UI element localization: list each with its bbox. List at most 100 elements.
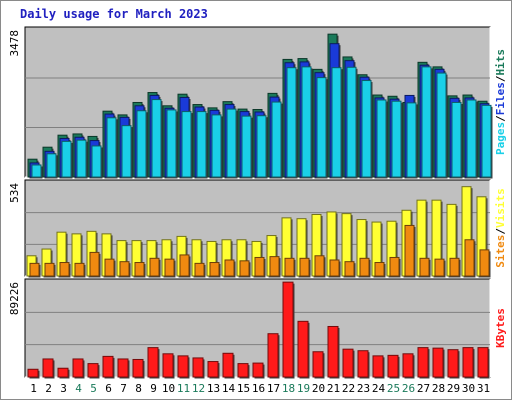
bar-sites xyxy=(299,257,310,277)
x-tick-label: 31 xyxy=(477,382,490,395)
bar-sites xyxy=(209,262,220,277)
x-tick-label: 13 xyxy=(207,382,220,395)
bar-sites xyxy=(164,258,175,277)
ymax-label: 89226 xyxy=(8,282,21,315)
legend-item: / xyxy=(494,75,507,82)
legend-item: Sites xyxy=(494,235,507,268)
bar-pages xyxy=(361,80,372,178)
bar-sites xyxy=(59,262,70,277)
x-tick-label: 16 xyxy=(252,382,265,395)
bar-kbytes xyxy=(342,348,354,378)
bar-kbytes xyxy=(87,363,99,378)
x-tick-label: 8 xyxy=(135,382,142,395)
bar-sites xyxy=(374,262,385,277)
bar-sites xyxy=(254,256,265,277)
x-tick-label: 14 xyxy=(222,382,236,395)
bar-pages xyxy=(271,101,282,178)
bar-kbytes xyxy=(447,349,459,378)
bar-sites xyxy=(179,254,190,277)
bar-kbytes xyxy=(387,354,399,378)
bar-pages xyxy=(346,66,357,178)
x-tick-label: 18 xyxy=(282,382,295,395)
bar-kbytes xyxy=(417,347,429,378)
ymax-label: 3478 xyxy=(8,30,21,57)
x-tick-label: 15 xyxy=(237,382,250,395)
bar-sites xyxy=(134,262,145,277)
x-tick-label: 19 xyxy=(297,382,310,395)
bar-sites xyxy=(269,256,280,277)
bar-pages xyxy=(136,110,147,178)
bar-pages xyxy=(436,72,447,178)
bar-pages xyxy=(286,67,297,178)
x-tick-label: 27 xyxy=(417,382,430,395)
bar-pages xyxy=(181,111,192,178)
bar-pages xyxy=(421,66,432,178)
bar-pages xyxy=(76,139,87,178)
chart-title: Daily usage for March 2023 xyxy=(20,7,208,21)
x-tick-label: 5 xyxy=(90,382,97,395)
bar-sites xyxy=(284,257,295,277)
x-tick-label: 25 xyxy=(387,382,400,395)
bar-pages xyxy=(466,99,477,178)
bar-kbytes xyxy=(297,320,309,378)
bar-kbytes xyxy=(27,368,39,378)
bar-sites xyxy=(194,262,205,277)
legend-kbytes: KBytes xyxy=(494,308,507,348)
bar-sites xyxy=(464,239,475,277)
bar-sites xyxy=(404,224,415,277)
bar-sites xyxy=(224,259,235,277)
bar-kbytes xyxy=(162,353,174,378)
bar-kbytes xyxy=(102,355,114,378)
bar-pages xyxy=(481,104,492,178)
legend-item: Files xyxy=(494,82,507,115)
bar-sites xyxy=(389,256,400,277)
x-tick-label: 9 xyxy=(150,382,157,395)
legend-visits-sites: Sites/Visits xyxy=(494,188,507,268)
bar-sites xyxy=(329,259,340,277)
bar-pages xyxy=(196,111,207,178)
ymax-label: 534 xyxy=(8,183,21,203)
bar-sites xyxy=(239,260,250,277)
x-tick-label: 20 xyxy=(312,382,325,395)
bar-pages xyxy=(61,140,72,178)
bar-kbytes xyxy=(237,363,249,378)
bar-kbytes xyxy=(177,355,189,378)
x-tick-label: 26 xyxy=(402,382,415,395)
bar-pages xyxy=(46,153,57,178)
bar-kbytes xyxy=(252,362,264,378)
bar-pages xyxy=(391,100,402,178)
x-tick-label: 2 xyxy=(45,382,52,395)
x-tick-label: 24 xyxy=(372,382,386,395)
x-tick-label: 12 xyxy=(192,382,205,395)
x-tick-label: 6 xyxy=(105,382,112,395)
legend-item: Hits xyxy=(494,49,507,76)
bar-kbytes xyxy=(402,353,414,378)
bar-pages xyxy=(151,99,162,178)
bar-kbytes xyxy=(282,281,294,378)
bar-pages xyxy=(211,114,222,178)
x-tick-label: 21 xyxy=(327,382,340,395)
bar-sites xyxy=(149,257,160,277)
bar-pages xyxy=(376,99,387,178)
x-tick-label: 10 xyxy=(162,382,175,395)
bar-pages xyxy=(451,101,462,178)
bar-kbytes xyxy=(312,351,324,378)
x-tick-label: 3 xyxy=(60,382,67,395)
x-tick-label: 7 xyxy=(120,382,127,395)
x-tick-label: 4 xyxy=(75,382,82,395)
legend-item: KBytes xyxy=(494,308,507,348)
legend-item: / xyxy=(494,228,507,235)
bar-sites xyxy=(29,262,40,277)
bar-sites xyxy=(314,255,325,277)
bar-pages xyxy=(91,145,102,178)
bar-kbytes xyxy=(327,325,339,378)
bar-kbytes xyxy=(357,350,369,378)
bar-kbytes xyxy=(372,355,384,378)
legend-item: Visits xyxy=(494,188,507,228)
bar-pages xyxy=(331,67,342,178)
bar-sites xyxy=(44,262,55,277)
bar-pages xyxy=(226,108,237,178)
bar-sites xyxy=(344,261,355,277)
bar-sites xyxy=(449,257,460,277)
